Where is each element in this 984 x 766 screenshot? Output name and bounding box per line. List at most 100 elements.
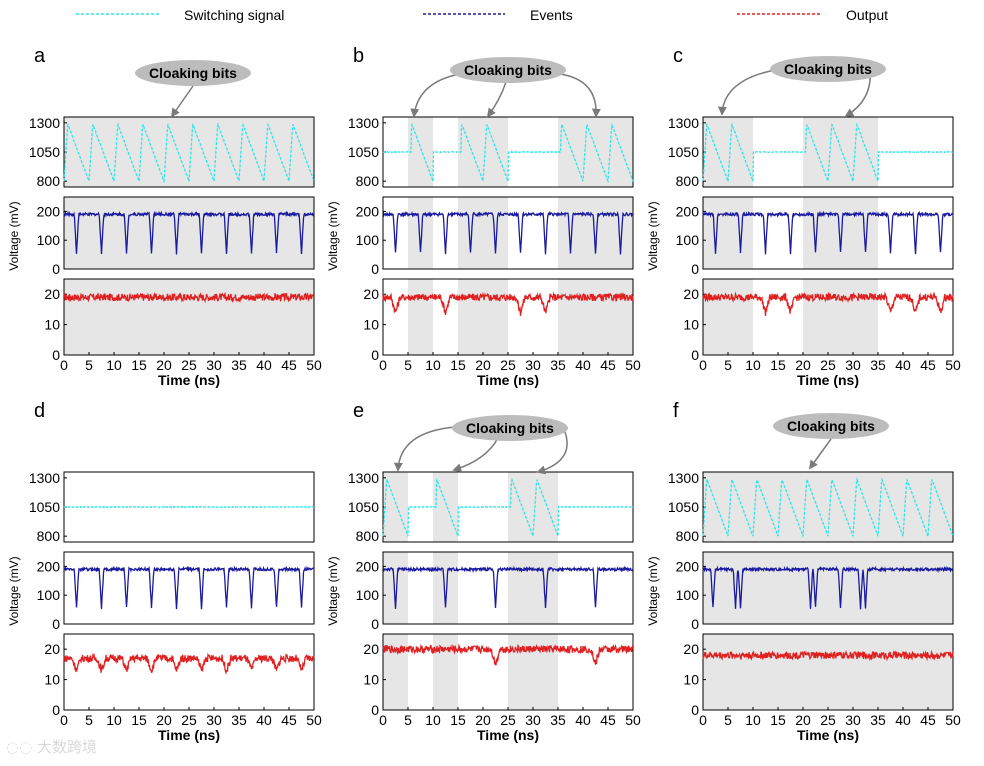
y-tick-label: 800 — [676, 173, 700, 189]
y-tick-label: 800 — [37, 173, 61, 189]
y-tick-label: 1050 — [29, 499, 60, 515]
y-tick-label: 1300 — [668, 470, 699, 486]
y-tick-label: 200 — [356, 558, 380, 574]
x-tick-label: 15 — [450, 357, 466, 373]
y-tick-label: 0 — [52, 616, 60, 632]
y-tick-label: 100 — [37, 587, 61, 603]
subplot-frame — [702, 196, 954, 270]
x-tick-label: 30 — [525, 712, 541, 728]
y-tick-label: 0 — [691, 347, 699, 363]
x-tick-label: 10 — [425, 357, 441, 373]
x-tick-label: 50 — [945, 712, 961, 728]
y-tick-label: 1050 — [29, 144, 60, 160]
x-tick-label: 0 — [699, 357, 707, 373]
y-tick-label: 100 — [37, 232, 61, 248]
y-tick-label: 10 — [363, 672, 379, 688]
y-tick-label: 800 — [356, 528, 380, 544]
series-output — [702, 649, 954, 662]
x-tick-label: 5 — [724, 357, 732, 373]
cloak-window-shade — [558, 197, 633, 269]
cloak-window-shade — [558, 279, 633, 355]
cloak-window-shade — [558, 117, 633, 187]
cloak-window-shade — [508, 634, 558, 710]
series-events — [63, 565, 315, 610]
y-tick-label: 10 — [683, 672, 699, 688]
y-tick-label: 0 — [52, 347, 60, 363]
x-tick-label: 20 — [475, 357, 491, 373]
x-tick-label: 25 — [500, 712, 516, 728]
series-output — [382, 291, 634, 316]
y-axis-title: Voltage (mV) — [7, 201, 21, 270]
x-tick-label: 0 — [699, 712, 707, 728]
watermark: ◌◌ 大数跨境 — [6, 736, 97, 757]
series-output — [702, 291, 954, 316]
x-axis-title: Time (ns) — [477, 372, 539, 388]
x-tick-label: 35 — [231, 712, 247, 728]
x-tick-label: 40 — [575, 357, 591, 373]
series-switching-signal — [63, 122, 315, 184]
x-tick-label: 20 — [156, 712, 172, 728]
cloak-window-shade — [408, 117, 433, 187]
y-tick-label: 10 — [363, 317, 379, 333]
callout-arrow — [536, 426, 568, 475]
x-tick-label: 25 — [820, 712, 836, 728]
legend-events-label: Events — [530, 7, 573, 23]
y-axis-title: Voltage (mV) — [7, 556, 21, 625]
callout-label: Cloaking bits — [784, 61, 872, 77]
y-tick-label: 1300 — [348, 115, 379, 131]
x-tick-label: 0 — [60, 357, 68, 373]
cloak-window-shade — [383, 472, 408, 542]
callout-arrow — [717, 69, 776, 116]
callout-label: Cloaking bits — [466, 420, 554, 436]
x-tick-label: 10 — [425, 712, 441, 728]
y-tick-label: 1050 — [668, 499, 699, 515]
y-tick-label: 200 — [676, 558, 700, 574]
y-tick-label: 20 — [363, 641, 379, 657]
series-events — [702, 210, 954, 255]
legend-output-label: Output — [846, 7, 888, 23]
panel-letter: d — [34, 400, 45, 422]
x-tick-label: 0 — [379, 712, 387, 728]
legend: Switching signal Events Output — [76, 7, 888, 23]
x-tick-label: 0 — [60, 712, 68, 728]
x-tick-label: 35 — [550, 357, 566, 373]
subplot-frame — [63, 196, 315, 270]
callout-a: Cloaking bits — [135, 60, 251, 118]
cloak-window-shade — [408, 197, 433, 269]
x-tick-label: 35 — [870, 357, 886, 373]
callout-arrow — [393, 426, 456, 472]
x-tick-label: 30 — [525, 357, 541, 373]
x-tick-label: 15 — [131, 712, 147, 728]
x-tick-label: 50 — [945, 357, 961, 373]
x-tick-label: 35 — [870, 712, 886, 728]
x-tick-label: 25 — [181, 712, 197, 728]
x-tick-label: 20 — [795, 357, 811, 373]
cloak-window-shade — [458, 197, 508, 269]
cloak-window-shade — [508, 552, 558, 624]
y-tick-label: 20 — [363, 286, 379, 302]
callout-f: Cloaking bits — [773, 413, 889, 470]
panel-letter: e — [353, 400, 364, 422]
callout-arrow — [410, 73, 461, 118]
x-axis-title: Time (ns) — [477, 727, 539, 743]
y-tick-label: 1300 — [668, 115, 699, 131]
series-switching-signal — [702, 477, 954, 537]
y-tick-label: 1300 — [348, 470, 379, 486]
x-tick-label: 45 — [920, 712, 936, 728]
x-axis-title: Time (ns) — [797, 727, 859, 743]
y-tick-label: 100 — [676, 232, 700, 248]
cloak-window-shade — [458, 279, 508, 355]
x-tick-label: 40 — [895, 712, 911, 728]
callout-label: Cloaking bits — [787, 418, 875, 434]
subplot-frame — [63, 551, 315, 625]
x-tick-label: 45 — [281, 712, 297, 728]
subplot-frame — [382, 551, 634, 625]
y-tick-label: 200 — [356, 203, 380, 219]
x-tick-label: 45 — [600, 357, 616, 373]
y-tick-label: 20 — [44, 286, 60, 302]
x-tick-label: 15 — [450, 712, 466, 728]
callout-bubble — [135, 60, 251, 86]
x-tick-label: 25 — [500, 357, 516, 373]
